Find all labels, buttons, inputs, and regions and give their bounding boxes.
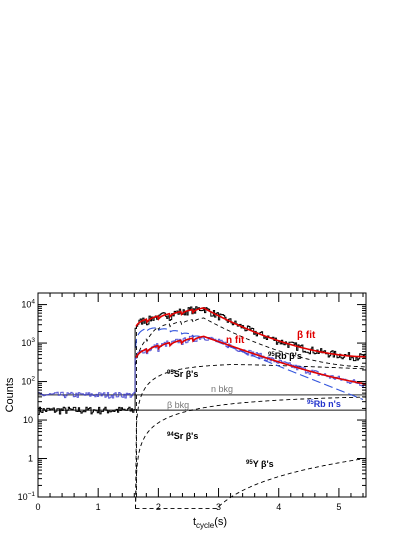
rb95-n-curve	[134, 327, 364, 401]
label-rb95-n: 95Rb n's	[307, 399, 341, 409]
label-sr94-beta: 94Sr β's	[167, 431, 198, 441]
y-tick-label: 104	[21, 299, 35, 310]
label-y95-beta: 95Y β's	[246, 459, 274, 469]
y-tick-label: 10	[23, 415, 33, 425]
n-fit-curve	[135, 335, 367, 385]
sr95-beta-curve	[135, 364, 367, 509]
chart-curves	[38, 306, 367, 510]
y-tick-label: 10−1	[18, 491, 36, 502]
x-tick-label: 1	[96, 502, 101, 512]
chart-axes: 0 1 2 3 4 5 10−1 1 10 102 103 104 Counts tcycle(s)	[4, 292, 367, 530]
beta-fit-curve	[135, 307, 366, 358]
y-tick-label: 103	[21, 337, 35, 348]
x-tick-label: 3	[216, 502, 221, 512]
x-tick-label: 0	[35, 502, 40, 512]
y-tick-label: 1	[28, 454, 33, 464]
x-tick-label: 5	[336, 502, 341, 512]
rb95-beta-curve	[135, 317, 366, 368]
y-axis-title: Counts	[4, 377, 16, 412]
x-axis-title: tcycle(s)	[193, 516, 227, 530]
y-tick-label: 102	[21, 376, 35, 387]
chart-labels: β fit n fit 95Rb β's 95Sr β's n bkg β bkg 95Rb…	[167, 330, 341, 469]
label-n-fit: n fit	[226, 335, 245, 346]
label-n-bkg: n bkg	[211, 384, 233, 394]
label-beta-bkg: β bkg	[167, 400, 189, 410]
x-tick-label: 2	[156, 502, 161, 512]
label-beta-fit: β fit	[297, 330, 316, 341]
y95-beta-curve	[135, 457, 367, 510]
label-sr95-beta: 95Sr β's	[167, 369, 198, 379]
plot-frame	[37, 292, 367, 498]
x-tick-label: 4	[276, 502, 281, 512]
label-rb95-beta: 95Rb β's	[268, 351, 302, 361]
